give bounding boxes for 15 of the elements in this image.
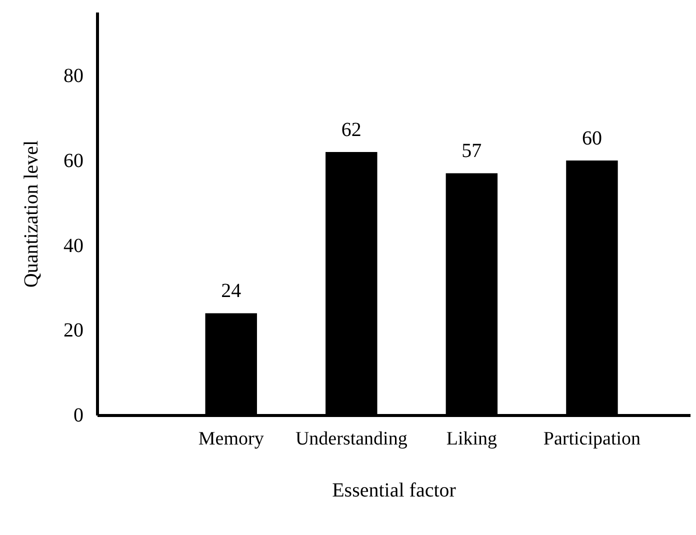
- x-tick-label: Memory: [198, 428, 264, 450]
- x-tick-label: Understanding: [295, 428, 408, 450]
- y-tick-label: 40: [64, 234, 84, 257]
- y-tick-label: 0: [74, 404, 84, 426]
- x-tick-label: Participation: [543, 428, 642, 450]
- x-tick-label: Liking: [446, 428, 498, 450]
- y-tick-label: 20: [64, 320, 84, 342]
- data-label: 62: [341, 118, 362, 141]
- y-tick-label: 60: [64, 150, 84, 172]
- data-label: 57: [462, 140, 482, 162]
- y-tick-label: 80: [64, 65, 84, 88]
- data-label: 24: [221, 280, 242, 302]
- data-label: 60: [582, 127, 602, 150]
- x-axis-title: Essential factor: [332, 480, 456, 502]
- y-axis-title: Quantization level: [20, 140, 42, 288]
